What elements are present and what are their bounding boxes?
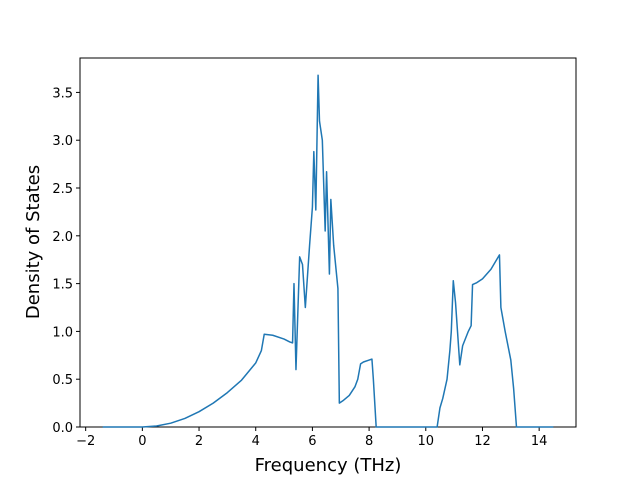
plot-frame <box>79 57 577 428</box>
y-tick-label: 0.5 <box>52 373 73 388</box>
line-series <box>102 74 554 428</box>
y-tick-label: 2.0 <box>52 230 73 245</box>
y-tick-label: 2.5 <box>52 182 73 197</box>
x-tick-label: 14 <box>531 434 548 449</box>
y-tick-label: 1.5 <box>52 278 73 293</box>
x-tick-label: 0 <box>138 434 146 449</box>
x-tick-label: 4 <box>252 434 260 449</box>
x-tick-label: 12 <box>474 434 491 449</box>
x-tick-label: 10 <box>418 434 435 449</box>
y-tick-label: 1.0 <box>52 325 73 340</box>
y-tick-label: 0.0 <box>52 421 73 436</box>
x-tick-label: −2 <box>76 434 95 449</box>
x-tick-label: 8 <box>365 434 373 449</box>
x-tick-label: 2 <box>195 434 203 449</box>
y-axis-label: Density of States <box>23 165 44 319</box>
y-tick-label: 3.0 <box>52 134 73 149</box>
x-tick-label: 6 <box>308 434 316 449</box>
x-axis-label: Frequency (THz) <box>255 455 402 476</box>
y-tick-label: 3.5 <box>52 86 73 101</box>
